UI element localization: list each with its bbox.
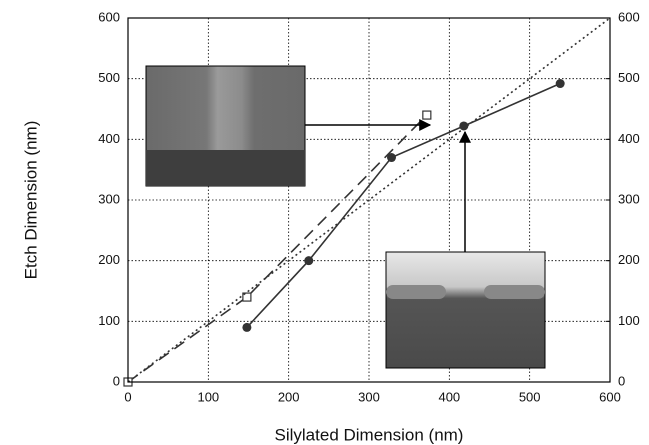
- y-tick-label: 300: [98, 191, 120, 206]
- point: [422, 110, 432, 120]
- y2-tick-label: 500: [618, 70, 640, 85]
- x-tick-label: 400: [438, 389, 460, 404]
- point: [242, 322, 252, 332]
- point: [242, 292, 252, 302]
- inset-image-top: [145, 65, 306, 187]
- plot-frame: [127, 17, 611, 383]
- x-tick-label: 0: [124, 389, 131, 404]
- y2-tick-label: 0: [618, 373, 625, 388]
- y-tick-label: 500: [98, 70, 120, 85]
- inset-image-bottom: [385, 251, 546, 369]
- point: [459, 121, 469, 131]
- y-tick-label: 400: [98, 131, 120, 146]
- y2-tick-label: 100: [618, 313, 640, 328]
- y-tick-label: 600: [98, 9, 120, 24]
- y2-tick-label: 600: [618, 9, 640, 24]
- y2-tick-label: 200: [618, 252, 640, 267]
- x-tick-label: 100: [197, 389, 219, 404]
- series-line: [127, 114, 428, 383]
- x-tick-label: 600: [599, 389, 621, 404]
- x-tick-label: 300: [358, 389, 380, 404]
- y-tick-label: 100: [98, 313, 120, 328]
- point: [555, 79, 565, 89]
- x-tick-label: 500: [519, 389, 541, 404]
- x-tick-label: 200: [278, 389, 300, 404]
- y-tick-label: 0: [113, 373, 120, 388]
- y2-tick-label: 400: [618, 131, 640, 146]
- y-tick-label: 200: [98, 252, 120, 267]
- x-axis-label: Silylated Dimension (nm): [275, 425, 464, 444]
- point: [304, 256, 314, 266]
- y2-tick-label: 300: [618, 191, 640, 206]
- y-axis-label: Etch Dimension (nm): [21, 121, 40, 280]
- series-line: [127, 17, 611, 383]
- point: [386, 153, 396, 163]
